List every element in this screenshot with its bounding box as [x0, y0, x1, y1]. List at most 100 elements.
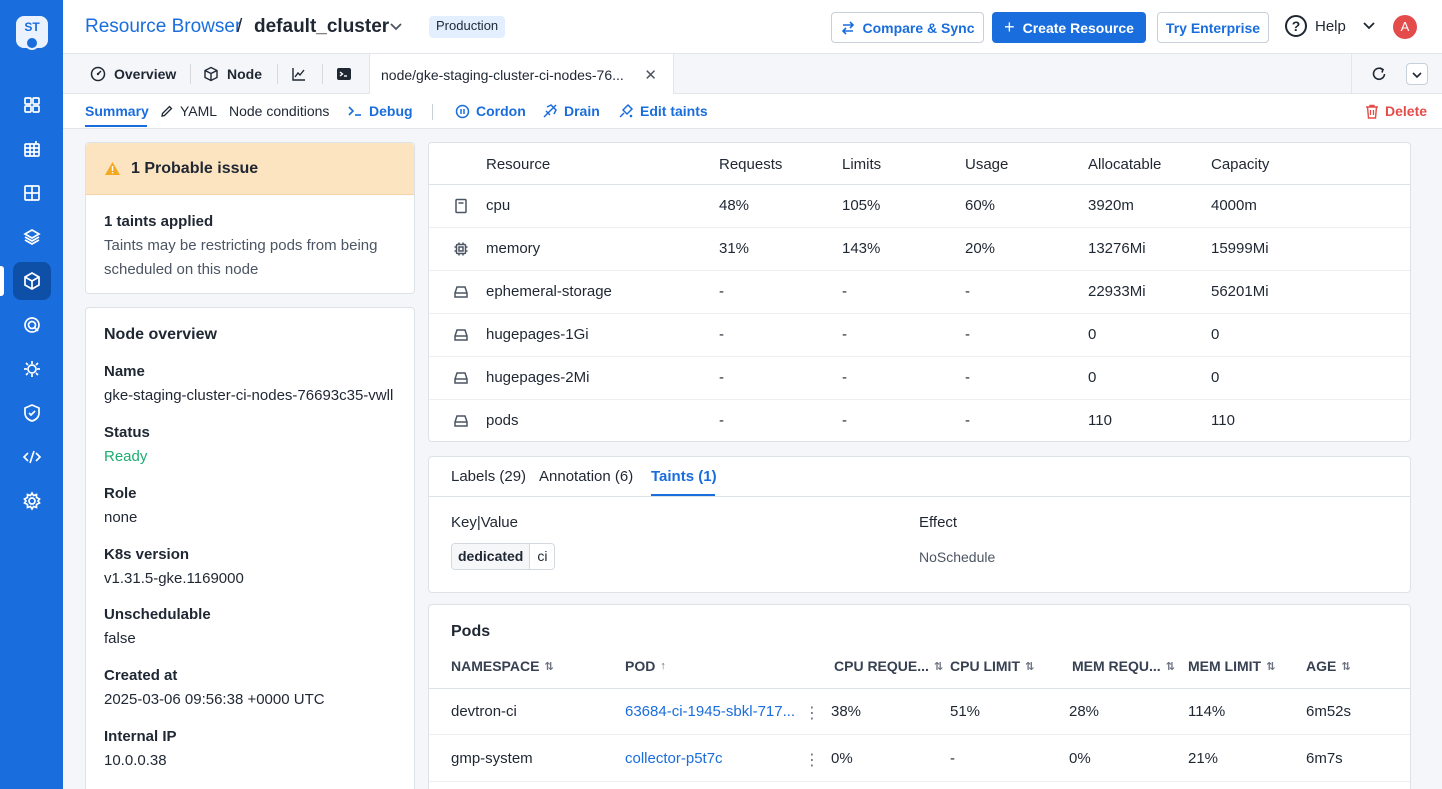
tab-annotation[interactable]: Annotation (6): [539, 468, 634, 485]
kebab-menu-icon[interactable]: ⋮: [804, 752, 820, 769]
sort-age[interactable]: AGE ⇅: [1306, 658, 1351, 674]
column-header-effect: Effect: [919, 514, 958, 531]
resource-capacity: 15999Mi: [1211, 240, 1269, 257]
sort-cpu-request[interactable]: CPU REQUE... ⇅: [834, 658, 943, 674]
delete-button[interactable]: Delete: [1365, 103, 1427, 119]
resource-limits: 143%: [842, 240, 881, 257]
drain-button[interactable]: Drain: [542, 103, 600, 119]
taint-chip: dedicated ci: [451, 543, 556, 570]
table-row: hugepages-2Mi - - - 0 0: [429, 357, 1410, 400]
pod-link[interactable]: collector-p5t7c: [625, 750, 723, 767]
table-row: memory 31% 143% 20% 13276Mi 15999Mi: [429, 228, 1410, 271]
edit-taints-label: Edit taints: [640, 103, 708, 119]
tab-node[interactable]: Node: [203, 54, 262, 94]
unschedulable-value: false: [104, 630, 136, 647]
code-icon[interactable]: [13, 438, 51, 476]
debug-button[interactable]: Debug: [347, 103, 413, 119]
settings-icon[interactable]: [13, 482, 51, 520]
subtab-summary[interactable]: Summary: [85, 103, 149, 119]
create-resource-button[interactable]: + Create Resource: [992, 12, 1146, 43]
column-header: Resource: [486, 156, 551, 173]
cordon-button[interactable]: Cordon: [455, 103, 526, 119]
shield-icon[interactable]: [13, 394, 51, 432]
resource-usage: -: [965, 412, 970, 429]
try-enterprise-button[interactable]: Try Enterprise: [1157, 12, 1269, 43]
sort-ascending-icon: ↑: [660, 660, 666, 672]
sort-namespace[interactable]: NAMESPACE ⇅: [451, 658, 554, 674]
subtab-yaml[interactable]: YAML: [160, 103, 217, 119]
resource-requests: -: [719, 283, 724, 300]
tab-node-detail[interactable]: node/gke-staging-cluster-ci-nodes-76... …: [369, 54, 674, 95]
pod-link[interactable]: 63684-ci-1945-sbkl-717...: [625, 703, 796, 720]
tab-metrics[interactable]: [291, 54, 307, 94]
tabs-dropdown-button[interactable]: [1406, 63, 1428, 85]
stack-icon[interactable]: [13, 218, 51, 256]
table-row: devtron-ci 63684-ci-1945-sbkl-717... ⋮ 3…: [429, 689, 1410, 735]
resource-allocatable: 22933Mi: [1088, 283, 1146, 300]
node-name-value: gke-staging-cluster-ci-nodes-76693c35-vw…: [104, 387, 394, 404]
field-label: Status: [104, 424, 150, 441]
sort-cpu-limit[interactable]: CPU LIMIT ⇅: [950, 658, 1034, 674]
taint-key: dedicated: [452, 544, 531, 569]
issue-description: Taints may be restricting pods from bein…: [104, 237, 378, 278]
tab-node-detail-label: node/gke-staging-cluster-ci-nodes-76...: [381, 66, 624, 83]
breadcrumb-separator: /: [237, 16, 243, 37]
resource-name: cpu: [486, 197, 511, 214]
swap-icon: [842, 20, 855, 35]
trash-icon: [1366, 104, 1378, 119]
tab-labels[interactable]: Labels (29): [451, 468, 527, 485]
resource-limits: -: [842, 283, 847, 300]
table-row: pods - - - 110 110: [429, 400, 1410, 443]
column-header: Requests: [719, 156, 783, 173]
create-resource-label: Create Resource: [1022, 19, 1134, 36]
labels-taints-card: Labels (29) Annotation (6) Taints (1) Ke…: [428, 456, 1411, 593]
field-label: Role: [104, 485, 137, 502]
tab-overview-label: Overview: [114, 66, 177, 82]
drain-label: Drain: [564, 103, 600, 119]
resource-limits: 105%: [842, 197, 881, 214]
bug-icon[interactable]: [13, 350, 51, 388]
created-at-value: 2025-03-06 09:56:38 +0000 UTC: [104, 691, 325, 708]
resource-capacity: 56201Mi: [1211, 283, 1269, 300]
help-menu[interactable]: ? Help: [1285, 15, 1376, 37]
sort-mem-request[interactable]: MEM REQU... ⇅: [1072, 658, 1175, 674]
resource-capacity: 4000m: [1211, 197, 1257, 214]
breadcrumb-resource-browser[interactable]: Resource Browser: [85, 16, 242, 37]
sort-pod[interactable]: POD ↑: [625, 658, 666, 674]
sidebar: ST: [0, 0, 63, 789]
close-icon[interactable]: ✕: [644, 67, 657, 84]
tab-taints[interactable]: Taints (1): [651, 468, 717, 485]
resource-table-header: Resource Requests Limits Usage Allocatab…: [429, 143, 1410, 185]
avatar[interactable]: A: [1393, 15, 1417, 39]
node-overview-card: Node overview Name gke-staging-cluster-c…: [85, 307, 415, 789]
tab-terminal[interactable]: [336, 54, 352, 94]
k8s-version-value: v1.31.5-gke.1169000: [104, 570, 244, 587]
chevron-down-icon[interactable]: [389, 20, 403, 34]
resource-capacity: 110: [1211, 412, 1235, 429]
pod-cpu-limit: 51%: [950, 703, 981, 720]
grid-icon[interactable]: [13, 86, 51, 124]
edit-taints-button[interactable]: Edit taints: [618, 103, 708, 119]
table-icon[interactable]: [13, 174, 51, 212]
refresh-icon[interactable]: [1370, 65, 1388, 83]
pod-cpu-limit: -: [950, 750, 955, 767]
logo[interactable]: ST: [16, 16, 48, 50]
resource-limits: -: [842, 326, 847, 343]
role-value: none: [104, 509, 138, 526]
subtab-node-conditions[interactable]: Node conditions: [229, 103, 329, 119]
resource-name: hugepages-1Gi: [486, 326, 589, 343]
pod-mem-limit: 114%: [1188, 703, 1226, 720]
sort-mem-limit[interactable]: MEM LIMIT ⇅: [1188, 658, 1275, 674]
pod-cpu-request: 0%: [831, 750, 853, 767]
issue-title: 1 Probable issue: [131, 159, 259, 177]
kebab-menu-icon[interactable]: ⋮: [804, 705, 820, 722]
plus-icon: +: [1004, 17, 1015, 37]
tab-overview[interactable]: Overview: [90, 54, 176, 94]
apps-icon[interactable]: [13, 130, 51, 168]
compare-sync-button[interactable]: Compare & Sync: [831, 12, 984, 43]
terminal-prompt-icon: [348, 106, 361, 116]
header: Resource Browser / default_cluster Produ…: [63, 0, 1442, 54]
cube-icon[interactable]: [0, 262, 51, 300]
status-value: Ready: [104, 448, 148, 465]
target-icon[interactable]: [13, 306, 51, 344]
